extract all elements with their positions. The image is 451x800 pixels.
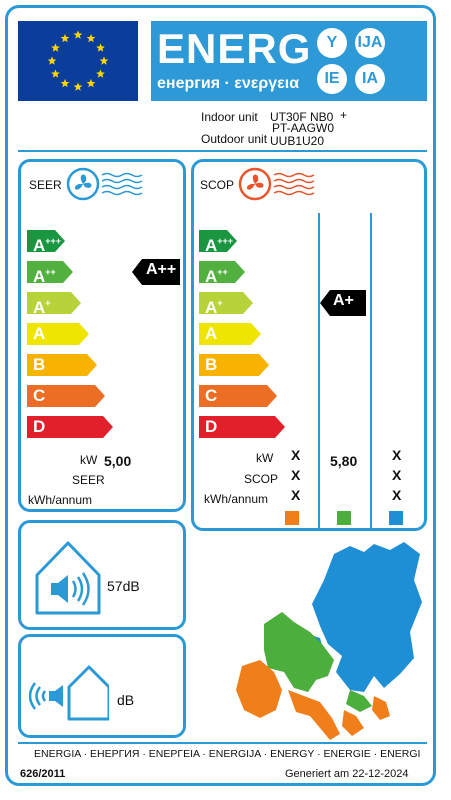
indoor-unit-label: Indoor unit [201, 110, 258, 124]
eu-star-icon [86, 33, 96, 43]
scop-class-bar: B [199, 354, 269, 376]
seer-class-label: A+ [33, 298, 51, 317]
scop-cold-kwh-x: X [392, 487, 402, 503]
average-climate-swatch [337, 511, 351, 525]
europe-climate-map [236, 542, 422, 740]
lang-code-y: Y [317, 28, 347, 58]
scop-class-bar: A++ [199, 261, 245, 286]
seer-class-label: A++ [33, 267, 56, 286]
scop-panel: SCOP [191, 159, 427, 531]
scop-column-divider-2 [370, 213, 372, 531]
energy-subtitle: енергия · ενεργεια [157, 75, 300, 92]
divider [18, 150, 427, 152]
scop-class-bar: C [199, 385, 277, 407]
seer-class-bar: D [27, 416, 113, 438]
scop-class-label: A [205, 324, 218, 343]
footer-divider [18, 742, 427, 744]
scop-kw-label: kW [256, 451, 274, 465]
lang-code-ija: IJA [355, 28, 385, 58]
eu-star-icon [60, 33, 70, 43]
seer-seer-label: SEER [72, 473, 105, 487]
lang-code-ie: IE [317, 64, 347, 94]
scop-class-bar: A+ [199, 292, 253, 317]
scop-scop-label: SCOP [244, 472, 279, 486]
seer-class-bar: C [27, 385, 105, 407]
eu-flag [18, 21, 138, 101]
cold-climate-swatch [389, 511, 403, 525]
eu-star-icon [47, 56, 57, 65]
seer-class-label: A+++ [33, 236, 62, 255]
indoor-unit-value: UT30F NB0 [270, 110, 334, 124]
scop-class-bar: D [199, 416, 285, 438]
scop-warm-kw-x: X [291, 447, 301, 463]
seer-class-bar: A+++ [27, 230, 65, 255]
warm-climate-swatch [285, 511, 299, 525]
energy-banner: ENERG енергия · ενεργεια Y IJA IE IA [151, 21, 427, 101]
footer-languages: ENERGIA · ЕНЕРГИЯ · ΕΝΕΡΓΕΙΑ · ENERGIJA … [34, 748, 421, 760]
eu-star-icon [51, 69, 60, 78]
scop-rating-indicator: A+ [320, 290, 366, 316]
scop-class-label: A+++ [205, 236, 234, 255]
seer-kwh-label: kWh/annum [28, 493, 93, 507]
scop-class-label: A++ [205, 267, 228, 286]
outdoor-speaker-house-icon [29, 665, 109, 721]
scop-class-bar: A [199, 323, 261, 345]
scop-title: SCOP [200, 178, 235, 192]
seer-rating-indicator: A++ [132, 259, 180, 285]
scop-average-kw-value: 5,80 [330, 453, 358, 469]
eu-stars-icon [47, 30, 109, 91]
seer-title: SEER [29, 178, 62, 192]
outdoor-noise-panel: dB [18, 634, 186, 738]
outdoor-unit-label: Outdoor unit [201, 132, 268, 146]
seer-kw-value: 5,00 [104, 453, 132, 469]
eu-star-icon [99, 56, 109, 65]
seer-class-bar: A++ [27, 261, 73, 286]
indoor-noise-value: 57dB [107, 578, 140, 594]
seer-class-label: D [33, 417, 46, 436]
eu-star-icon [73, 82, 83, 91]
scop-warm-scop-x: X [291, 467, 301, 483]
seer-class-bar: B [27, 354, 97, 376]
scop-class-label: B [205, 355, 218, 374]
scop-class-label: A+ [205, 298, 223, 317]
seer-class-bar: A [27, 323, 89, 345]
eu-star-icon [86, 78, 96, 88]
seer-class-label: A [33, 324, 46, 343]
eu-star-icon [96, 69, 105, 78]
scop-cold-kw-x: X [392, 447, 402, 463]
scop-cold-scop-x: X [392, 467, 402, 483]
seer-class-label: B [33, 355, 46, 374]
seer-rating-text: A++ [146, 261, 177, 278]
seer-panel: SEER [18, 159, 186, 512]
generated-date: Generiert am 22-12-2024 [285, 768, 409, 780]
outdoor-unit-value: UUB1U20 [270, 134, 325, 148]
indoor-unit-plus: + [340, 108, 348, 122]
scop-class-label: C [205, 386, 218, 405]
scop-warm-kwh-x: X [291, 487, 301, 503]
seer-kw-label: kW [80, 453, 98, 467]
scop-class-label: D [205, 417, 218, 436]
seer-class-bar: A+ [27, 292, 81, 317]
scop-column-divider-1 [318, 213, 320, 531]
regulation-number: 626/2011 [20, 768, 66, 780]
lang-code-ia: IA [355, 64, 385, 94]
eu-star-icon [51, 43, 60, 52]
indoor-speaker-house-icon [35, 541, 101, 615]
outdoor-noise-value: dB [117, 692, 135, 708]
indoor-noise-panel: 57dB [18, 520, 186, 630]
cooling-fan-icon [66, 167, 143, 201]
heating-fan-icon [238, 167, 315, 201]
energy-word: ENERG [157, 25, 312, 72]
seer-class-label: C [33, 386, 46, 405]
scop-rating-text: A+ [333, 292, 354, 309]
scop-kwh-label: kWh/annum [204, 492, 269, 506]
eu-star-icon [60, 78, 70, 88]
scop-class-bar: A+++ [199, 230, 237, 255]
eu-star-icon [96, 43, 105, 52]
indoor-unit-value-line2: PT-AAGW0 [272, 121, 335, 135]
eu-star-icon [73, 30, 83, 39]
